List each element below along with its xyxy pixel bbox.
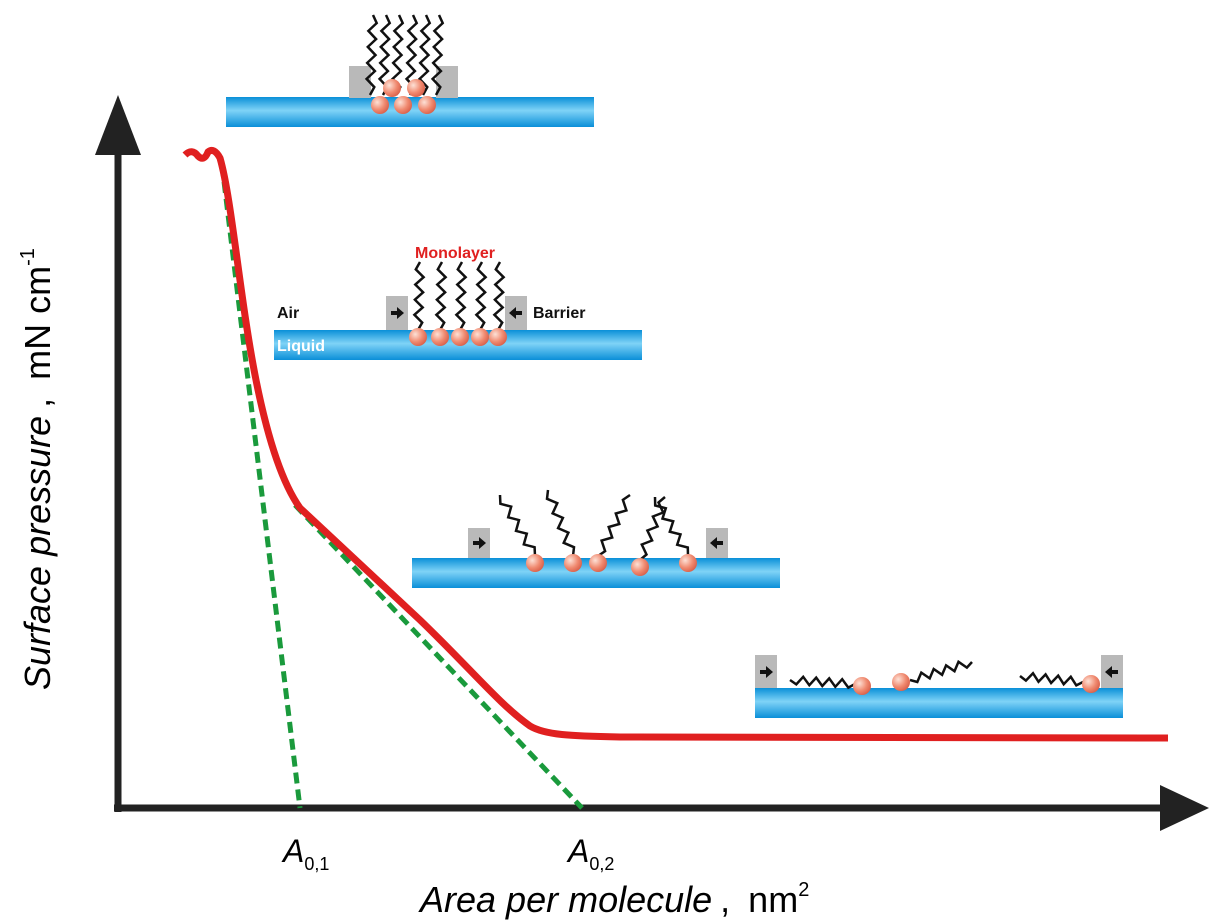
headgroup — [589, 554, 607, 572]
headgroup — [451, 328, 469, 346]
alkyl-tail — [598, 495, 630, 556]
schematics — [226, 15, 1123, 718]
headgroup — [383, 79, 401, 97]
alkyl-tail — [456, 262, 465, 330]
headgroup — [371, 96, 389, 114]
air-label: Air — [277, 305, 299, 322]
headgroup — [394, 96, 412, 114]
tangent-line — [295, 505, 582, 808]
intercept-label: A0,1 — [281, 833, 329, 874]
alkyl-tail — [910, 662, 972, 682]
y-axis-unit: mN cm — [17, 266, 58, 380]
headgroup — [431, 328, 449, 346]
headgroup — [1082, 675, 1100, 693]
diagram: A0,1 A0,2 Area per molecule,nm2 Surface … — [0, 0, 1209, 924]
alkyl-tail — [500, 495, 535, 556]
liquid-bar — [755, 688, 1123, 718]
x-axis-unit-exponent: 2 — [798, 879, 809, 901]
alkyl-tail — [655, 497, 688, 556]
headgroup — [564, 554, 582, 572]
headgroup — [409, 328, 427, 346]
x-axis-label: Area per molecule — [418, 879, 712, 920]
intercept-subscript: 0,1 — [304, 854, 329, 874]
y-axis-unit-exponent: -1 — [17, 248, 39, 266]
headgroup — [418, 96, 436, 114]
x-axis-title: Area per molecule, nm2 — [418, 879, 809, 920]
y-axis-arrow — [95, 95, 141, 155]
alkyl-tail — [1020, 673, 1083, 685]
y-axis-title: Surface pressure, mN cm-1 — [17, 248, 58, 690]
headgroup — [471, 328, 489, 346]
barrier-label: Barrier — [533, 305, 585, 322]
intercept-symbol: A — [566, 833, 589, 869]
y-axis-separator: , — [17, 398, 58, 408]
headgroup — [679, 554, 697, 572]
x-axis-arrow — [1160, 785, 1209, 831]
headgroup — [892, 673, 910, 691]
intercept-label: A0,2 — [566, 833, 614, 874]
y-axis-label: Surface pressure — [17, 416, 58, 690]
alkyl-tail — [547, 490, 574, 556]
headgroup — [407, 79, 425, 97]
monolayer-label: Monolayer — [415, 245, 495, 262]
headgroup — [489, 328, 507, 346]
intercept-symbol: A — [281, 833, 304, 869]
x-axis-separator: , — [720, 879, 730, 920]
headgroup — [631, 558, 649, 576]
barrier — [349, 66, 371, 98]
alkyl-tail — [790, 677, 855, 688]
liquid-label: Liquid — [277, 338, 325, 355]
x-axis-unit: nm — [748, 879, 798, 920]
alkyl-tail — [476, 262, 485, 330]
headgroup — [526, 554, 544, 572]
intercept-subscript: 0,2 — [589, 854, 614, 874]
headgroup — [853, 677, 871, 695]
alkyl-tail — [494, 262, 503, 330]
alkyl-tail — [414, 262, 423, 330]
isotherm-curve — [185, 150, 1168, 738]
alkyl-tail — [436, 262, 445, 330]
